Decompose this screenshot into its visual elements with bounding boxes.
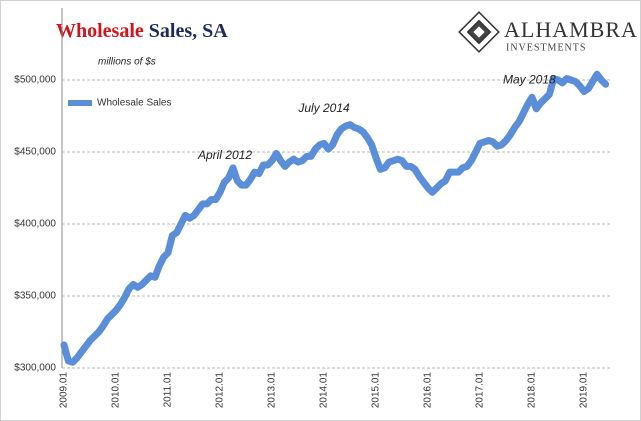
annotation: April 2012 [197, 148, 252, 162]
annotation: May 2018 [503, 73, 556, 87]
x-tick-label: 2013.01 [267, 372, 278, 409]
logo-tagline: INVESTMENTS [506, 42, 586, 53]
y-tick-label: $400,000 [14, 219, 56, 230]
x-tick-label: 2012.01 [215, 372, 226, 409]
x-tick-label: 2016.01 [423, 372, 434, 409]
x-tick-label: 2011.01 [163, 372, 174, 408]
x-tick-label: 2015.01 [371, 372, 382, 409]
x-tick-label: 2009.01 [59, 372, 70, 409]
subtitle: millions of $s [98, 57, 156, 68]
y-tick-label: $350,000 [14, 291, 56, 302]
y-tick-label: $450,000 [14, 147, 56, 158]
y-tick-label: $500,000 [14, 75, 56, 86]
x-tick-label: 2014.01 [319, 372, 330, 409]
line-series [60, 70, 610, 366]
legend-label: Wholesale Sales [97, 98, 171, 109]
logo-name: ALHAMBRA [504, 17, 638, 42]
x-tick-label: 2010.01 [111, 372, 122, 409]
x-tick-label: 2017.01 [475, 372, 486, 409]
x-tick-label: 2019.01 [579, 372, 590, 409]
logo-icon [458, 11, 500, 53]
annotation: July 2014 [297, 101, 350, 115]
chart-title: Wholesale Sales, SA [56, 20, 228, 42]
x-tick-label: 2018.01 [527, 372, 538, 409]
y-tick-label: $300,000 [14, 363, 56, 374]
